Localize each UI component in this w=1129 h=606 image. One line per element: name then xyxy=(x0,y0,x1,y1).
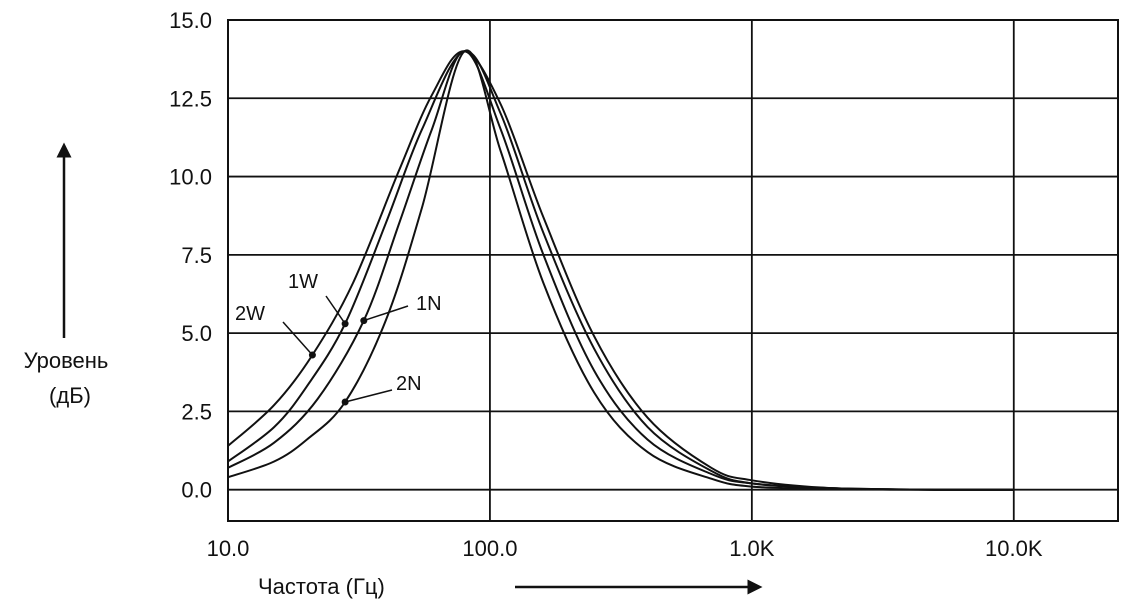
y-tick-label: 2.5 xyxy=(181,399,212,424)
series-label-1w: 1W xyxy=(288,271,318,293)
series-leader-2n xyxy=(344,389,393,403)
series-line-1w xyxy=(227,50,1014,491)
series-annotations: 2W 1W 1N 2N xyxy=(235,271,442,406)
x-tick-labels: 10.0 100.0 1.0K 10.0K xyxy=(207,536,1043,561)
x-axis-label: Частота (Гц) xyxy=(258,574,385,599)
y-tick-label: 12.5 xyxy=(169,86,212,111)
series-leader-2w xyxy=(282,321,313,356)
series-leader-1n xyxy=(363,305,409,322)
series-line-1n xyxy=(227,50,1014,491)
series-curves xyxy=(227,49,1014,491)
series-label-2n: 2N xyxy=(396,373,422,395)
series-line-2n xyxy=(227,49,1014,491)
series-label-2w: 2W xyxy=(235,303,265,325)
y-tick-label: 15.0 xyxy=(169,8,212,33)
plot-grid xyxy=(227,19,1118,521)
x-tick-label: 100.0 xyxy=(462,536,517,561)
series-leader-1w xyxy=(325,295,346,325)
plot-frame xyxy=(227,19,1119,522)
y-tick-label: 5.0 xyxy=(181,321,212,346)
x-tick-label: 10.0K xyxy=(985,536,1043,561)
y-axis-label-line1: Уровень xyxy=(24,348,109,373)
y-tick-label: 0.0 xyxy=(181,478,212,503)
y-tick-labels: 0.0 2.5 5.0 7.5 10.0 12.5 15.0 xyxy=(169,8,212,503)
series-label-1n: 1N xyxy=(416,293,442,315)
y-tick-label: 10.0 xyxy=(169,165,212,190)
x-tick-label: 1.0K xyxy=(729,536,775,561)
y-axis-label-line2: (дБ) xyxy=(49,383,91,408)
x-tick-label: 10.0 xyxy=(207,536,250,561)
series-line-2w xyxy=(227,50,1014,491)
y-tick-label: 7.5 xyxy=(181,243,212,268)
